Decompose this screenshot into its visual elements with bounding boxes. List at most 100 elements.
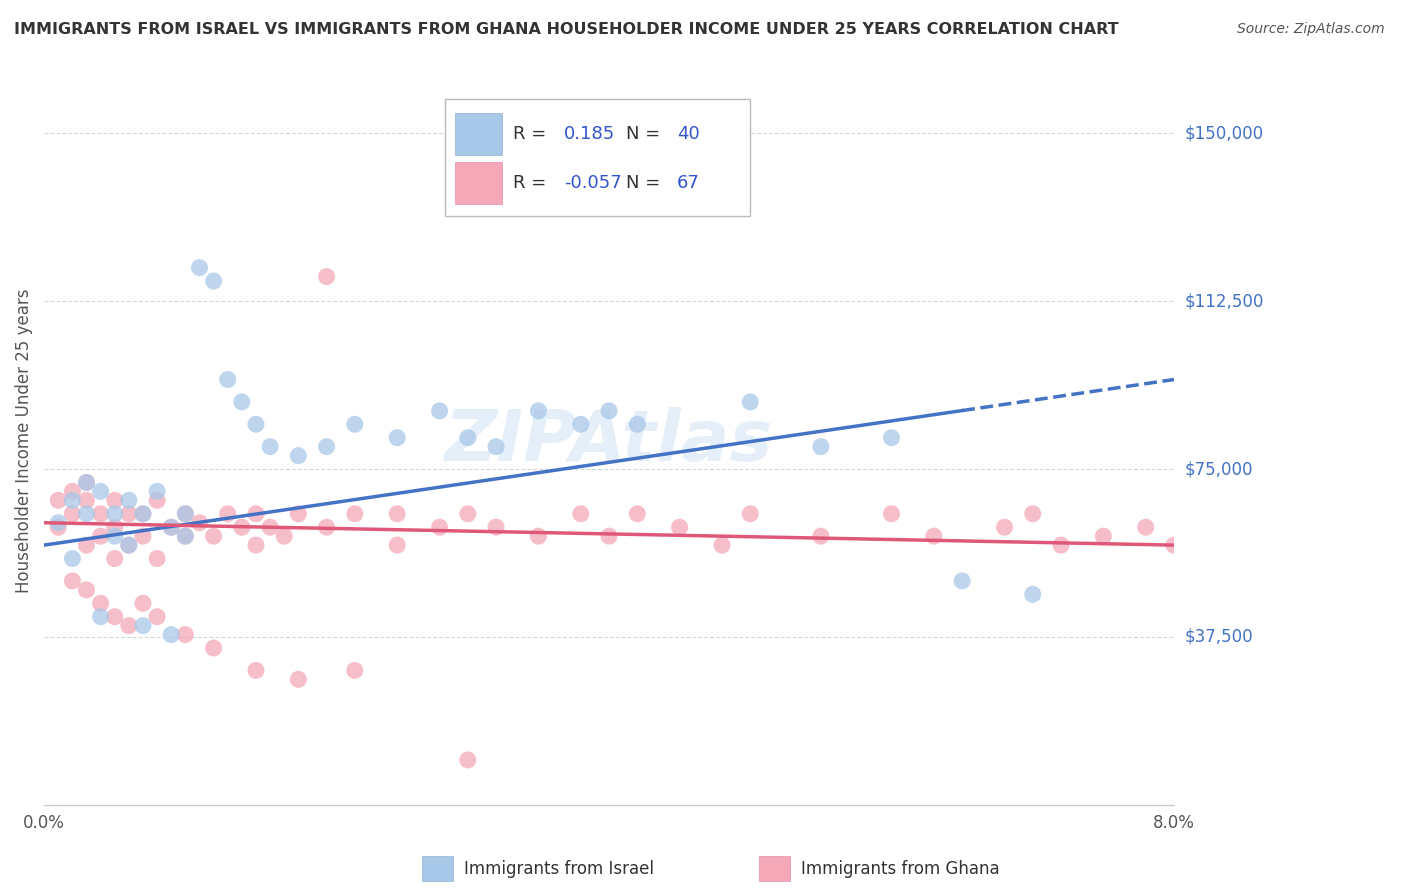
Point — [245, 538, 267, 552]
Point — [146, 609, 169, 624]
Point — [60, 574, 83, 588]
Point — [287, 507, 309, 521]
Point — [810, 529, 832, 543]
Point — [90, 596, 112, 610]
Point — [245, 664, 267, 678]
Point — [527, 529, 550, 543]
Point — [132, 618, 155, 632]
Point — [76, 538, 98, 552]
Point — [118, 507, 141, 521]
Text: Immigrants from Israel: Immigrants from Israel — [464, 860, 654, 878]
Point — [711, 538, 734, 552]
Point — [90, 609, 112, 624]
Point — [1050, 538, 1073, 552]
Point — [231, 520, 253, 534]
Point — [259, 520, 281, 534]
Point — [90, 507, 112, 521]
Text: Immigrants from Ghana: Immigrants from Ghana — [801, 860, 1000, 878]
Point — [598, 529, 620, 543]
Point — [104, 529, 127, 543]
Point — [485, 520, 508, 534]
Point — [457, 753, 479, 767]
Point — [259, 440, 281, 454]
Point — [668, 520, 690, 534]
Point — [245, 417, 267, 432]
Point — [146, 484, 169, 499]
Point — [880, 431, 903, 445]
Point — [485, 440, 508, 454]
Point — [174, 507, 197, 521]
Text: ZIPAtlas: ZIPAtlas — [444, 407, 773, 475]
Point — [188, 260, 211, 275]
Point — [202, 641, 225, 656]
Point — [174, 529, 197, 543]
Point — [343, 417, 366, 432]
Point — [60, 551, 83, 566]
Point — [104, 551, 127, 566]
Point — [1022, 587, 1045, 601]
Point — [273, 529, 295, 543]
Point — [245, 507, 267, 521]
Point — [76, 582, 98, 597]
Point — [174, 529, 197, 543]
Text: Source: ZipAtlas.com: Source: ZipAtlas.com — [1237, 22, 1385, 37]
Point — [1135, 520, 1157, 534]
Y-axis label: Householder Income Under 25 years: Householder Income Under 25 years — [15, 289, 32, 593]
Point — [104, 493, 127, 508]
Point — [231, 395, 253, 409]
Point — [385, 538, 408, 552]
Point — [90, 529, 112, 543]
Point — [626, 507, 648, 521]
Point — [76, 507, 98, 521]
Point — [146, 551, 169, 566]
Point — [626, 417, 648, 432]
Point — [132, 507, 155, 521]
Point — [104, 609, 127, 624]
Text: N =: N = — [626, 174, 661, 192]
Point — [810, 440, 832, 454]
Point — [132, 507, 155, 521]
Point — [457, 431, 479, 445]
Point — [202, 529, 225, 543]
Point — [132, 596, 155, 610]
Point — [385, 431, 408, 445]
FancyBboxPatch shape — [456, 113, 502, 155]
Text: 67: 67 — [676, 174, 700, 192]
Point — [104, 507, 127, 521]
Point — [60, 493, 83, 508]
Point — [217, 507, 239, 521]
FancyBboxPatch shape — [446, 99, 751, 216]
Point — [160, 520, 183, 534]
Text: 40: 40 — [676, 125, 700, 143]
Point — [202, 274, 225, 288]
FancyBboxPatch shape — [456, 161, 502, 204]
Point — [76, 475, 98, 490]
Point — [1092, 529, 1115, 543]
Point — [174, 507, 197, 521]
Text: IMMIGRANTS FROM ISRAEL VS IMMIGRANTS FROM GHANA HOUSEHOLDER INCOME UNDER 25 YEAR: IMMIGRANTS FROM ISRAEL VS IMMIGRANTS FRO… — [14, 22, 1119, 37]
Point — [740, 395, 762, 409]
Point — [429, 520, 451, 534]
Point — [118, 538, 141, 552]
Point — [1022, 507, 1045, 521]
Point — [104, 520, 127, 534]
Point — [343, 664, 366, 678]
Point — [118, 618, 141, 632]
Point — [880, 507, 903, 521]
Point — [118, 538, 141, 552]
Point — [315, 520, 337, 534]
Text: R =: R = — [513, 125, 547, 143]
Text: N =: N = — [626, 125, 661, 143]
Point — [315, 269, 337, 284]
Point — [46, 493, 69, 508]
Point — [457, 507, 479, 521]
Text: $75,000: $75,000 — [1185, 460, 1254, 478]
Point — [569, 417, 592, 432]
Point — [315, 440, 337, 454]
Point — [90, 484, 112, 499]
Point — [160, 520, 183, 534]
Point — [1163, 538, 1185, 552]
Point — [527, 404, 550, 418]
Text: R =: R = — [513, 174, 547, 192]
Point — [60, 484, 83, 499]
